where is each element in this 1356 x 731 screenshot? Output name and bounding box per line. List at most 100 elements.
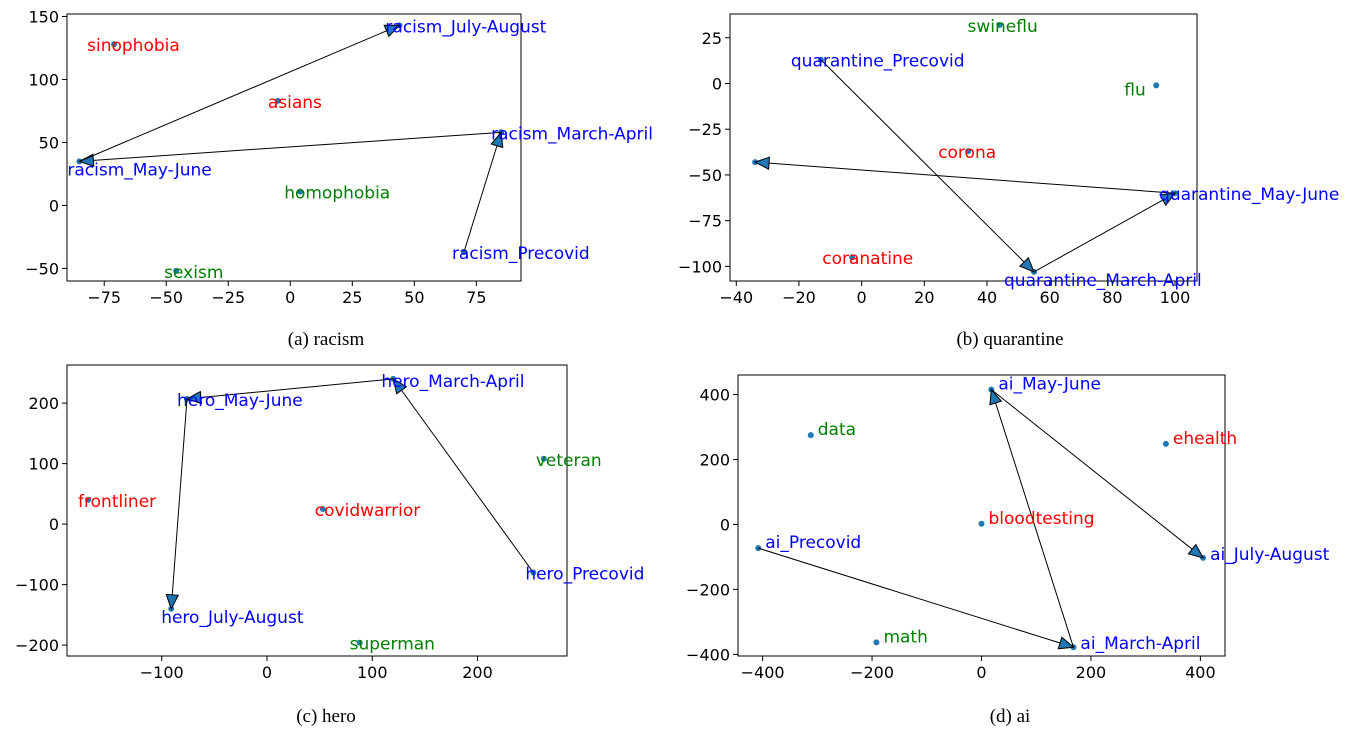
arrow-head (78, 153, 95, 168)
point-label: ai_July-August (1210, 545, 1330, 565)
point-label: hero_May-June (177, 391, 303, 411)
x-tick-label: −50 (149, 288, 183, 307)
arrow-head (1057, 636, 1075, 650)
point-sinophobia (111, 41, 118, 48)
arrow-shaft (401, 389, 534, 573)
point-corona (965, 148, 972, 155)
arrow-shaft (758, 547, 1061, 644)
arrow-shaft (1033, 199, 1164, 273)
arrow-head (1187, 543, 1205, 559)
x-tick-label: 75 (466, 288, 486, 307)
point-label: math (883, 627, 927, 647)
y-tick-label: −25 (688, 120, 722, 139)
x-tick-label: −400 (741, 663, 785, 682)
x-tick-label: −20 (782, 288, 816, 307)
y-tick-label: 0 (720, 515, 730, 534)
x-tick-label: 80 (1102, 288, 1122, 307)
arrow-shaft (171, 398, 188, 595)
panel-2: −40 −20 0 20 40 60 80 100 −100 −75 −50 −25 0 25 swinef… (678, 13, 1339, 350)
point-label: racism_May-June (67, 160, 211, 180)
y-tick-label: 400 (699, 385, 730, 404)
point-math (873, 639, 880, 646)
point-veteran (540, 455, 547, 462)
point-label: flu (1124, 80, 1145, 100)
point-label: ai_Precovid (765, 533, 861, 553)
arrow-head (989, 388, 1003, 406)
x-tick-label: 0 (976, 663, 986, 682)
point-label: racism_July-August (385, 17, 546, 37)
point-label: sexism (164, 263, 223, 283)
arrow-head (1159, 192, 1177, 207)
point-label: racism_Precovid (452, 244, 590, 264)
x-tick-label: −200 (850, 663, 894, 682)
arrow-head (392, 377, 408, 395)
point-label: quarantine_May-June (1159, 185, 1339, 205)
point-label: corona (938, 143, 996, 163)
x-tick-label: −25 (211, 288, 245, 307)
point-data (807, 432, 814, 439)
point-swineflu (996, 21, 1003, 28)
panel-3: −100 0 100 200 −200 −100 0 100 200 hero_March-Apr… (15, 364, 644, 727)
x-tick-label: 20 (914, 288, 934, 307)
point-bloodtesting (978, 520, 985, 527)
y-tick-label: −75 (688, 212, 722, 231)
point-label: covidwarrior (315, 501, 420, 521)
x-tick-label: 25 (342, 288, 362, 307)
panel-caption: (c) hero (296, 706, 356, 727)
point-label: data (818, 420, 856, 440)
arrow-shaft (768, 162, 1176, 194)
panel-caption: (d) ai (990, 706, 1031, 727)
point-label: hero_July-August (161, 608, 304, 628)
y-tick-label: 0 (49, 515, 59, 534)
point-homophobia (297, 188, 304, 195)
point-flu (1153, 82, 1160, 89)
plot-frame (66, 364, 568, 657)
point-frontliner (85, 496, 92, 503)
arrow-head (1018, 256, 1035, 273)
x-tick-label: 100 (357, 663, 388, 682)
point-label: bloodtesting (989, 509, 1095, 529)
point-label: sinophobia (87, 36, 180, 56)
panel-caption: (b) quarantine (956, 329, 1063, 350)
point-label: quarantine_Precovid (791, 52, 965, 72)
arrow-head (753, 156, 771, 170)
arrow-head (490, 131, 504, 149)
x-tick-label: −100 (140, 663, 184, 682)
point-label: hero_March-April (381, 372, 524, 392)
point-label: frontliner (78, 492, 156, 512)
arrow-shaft (79, 30, 387, 162)
x-tick-label: 400 (1185, 663, 1216, 682)
arrow-head (185, 390, 203, 405)
point-superman (356, 639, 363, 646)
panel-1: −75 −50 −25 0 25 50 75 −50 0 50 100 150 sinophobia as… (25, 8, 653, 350)
point-label: hero_Precovid (525, 565, 644, 585)
x-tick-label: −40 (719, 288, 753, 307)
y-tick-label: 25 (702, 29, 722, 48)
x-tick-label: 100 (1160, 288, 1191, 307)
arrow-head (383, 24, 401, 38)
plot-frame (737, 374, 1226, 657)
y-tick-label: 100 (28, 455, 59, 474)
y-tick-label: −100 (15, 576, 59, 595)
x-tick-label: 200 (462, 663, 493, 682)
point-label: homophobia (284, 184, 390, 204)
point-covidwarrior (319, 505, 326, 512)
arrow-shaft (93, 131, 502, 161)
point-label: veteran (536, 451, 602, 471)
plot-frame (66, 13, 522, 282)
y-tick-label: −50 (688, 166, 722, 185)
x-tick-label: 60 (1040, 288, 1060, 307)
arrow-shaft (820, 59, 1025, 263)
plot-frame (729, 13, 1198, 282)
y-tick-label: −50 (25, 259, 59, 278)
x-tick-label: 40 (977, 288, 997, 307)
y-tick-label: −400 (686, 645, 730, 664)
panel-4: −400 −200 0 200 400 −400 −200 0 200 400 ai_May-Jun… (686, 374, 1330, 727)
point-label: swineflu (968, 17, 1038, 37)
point-ehealth (1162, 440, 1169, 447)
point-sexism (173, 267, 180, 274)
y-tick-label: 0 (712, 74, 722, 93)
y-tick-label: 200 (699, 450, 730, 469)
point-label: coranatine (822, 249, 913, 269)
